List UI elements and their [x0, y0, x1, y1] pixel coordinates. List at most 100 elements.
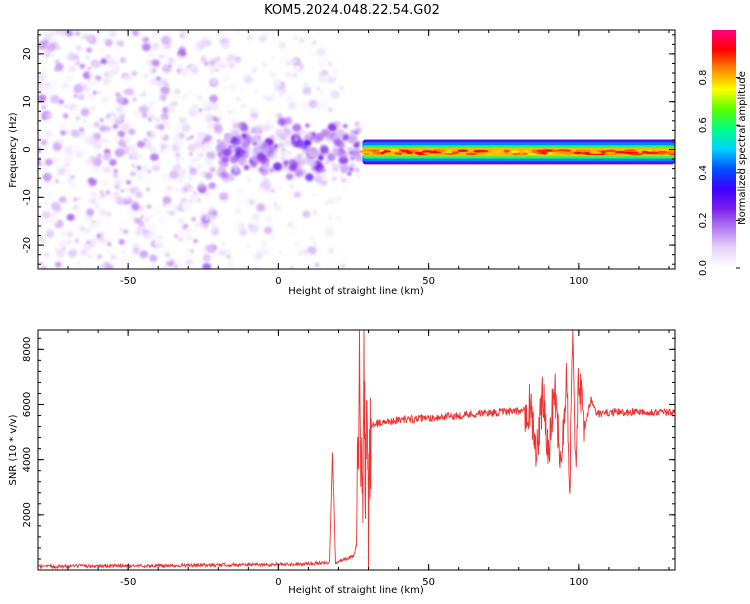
spectrogram-cell: [145, 64, 154, 72]
spectrogram-cell: [175, 202, 181, 208]
spectrogram-cell: [71, 59, 78, 65]
spectrogram-cell: [236, 250, 247, 260]
spectrogram-cell: [194, 191, 197, 195]
spectrogram-cell: [302, 82, 309, 88]
spectrogram-cell: [154, 125, 159, 129]
spectrogram-cell: [46, 193, 52, 199]
spectrogram-cell: [182, 32, 189, 39]
spectrogram-cell: [156, 236, 160, 240]
spectrogram-cell: [144, 53, 150, 59]
spectrogram-cell: [67, 248, 78, 258]
spectrogram-cell: [87, 101, 94, 107]
spectrogram-cell: [326, 168, 331, 173]
spectrogram-cell: [55, 173, 59, 177]
spectrogram-cell: [140, 164, 149, 172]
signal-band-cell: [401, 152, 408, 156]
spectrogram-cell: [74, 145, 78, 149]
spectrogram-cell: [204, 230, 210, 235]
spectrogram-cell: [100, 139, 105, 143]
spectrogram-cell: [85, 55, 90, 60]
signal-band-cell: [401, 149, 411, 153]
spectrogram-cell: [297, 89, 303, 95]
spectrogram-cell: [165, 252, 170, 257]
spectrogram-cell: [173, 126, 180, 133]
spectrogram-cell: [38, 146, 41, 150]
spectrogram-cell: [314, 262, 320, 268]
spectrogram-cell: [51, 33, 58, 39]
spectrogram-cell: [43, 86, 53, 96]
spectrogram-cell: [309, 205, 315, 210]
colorbar-label: Normalized spectral amplitude: [737, 71, 748, 225]
spectrogram-cell: [156, 76, 161, 81]
spectrogram-cell: [329, 186, 337, 194]
spectrogram-cell: [177, 63, 183, 69]
spectrogram-cell: [62, 82, 70, 89]
spectrogram-cell: [299, 37, 305, 44]
spectrogram-cell: [124, 137, 131, 144]
spectrogram-cell: [98, 91, 101, 94]
spectrogram-cell: [145, 31, 152, 37]
spectrogram-cell: [348, 150, 355, 156]
spectrogram-cell: [73, 84, 83, 94]
spectrogram-cell: [183, 176, 186, 180]
spectrogram-cell: [303, 53, 312, 61]
spectrogram-cell: [85, 34, 94, 42]
spectrogram-cell: [347, 146, 353, 152]
spectrogram-cell: [149, 146, 156, 153]
spectrogram-cell: [234, 207, 242, 215]
spectrogram-cell: [258, 167, 264, 172]
spectrogram-cell: [338, 156, 349, 165]
spectrogram-cell: [243, 75, 254, 84]
spectrogram-cell: [286, 196, 290, 200]
spectrogram-cell: [279, 186, 283, 189]
spectrogram-cell: [330, 59, 339, 67]
spectrogram-cell: [324, 186, 329, 190]
spectrogram-cell: [144, 37, 149, 41]
spectrogram-cell: [60, 57, 66, 63]
spectrogram-cell: [347, 172, 352, 176]
spectrogram-cell: [302, 86, 312, 95]
spectrogram-cell: [355, 127, 362, 134]
spectrogram-y-tick-label: 20: [22, 48, 33, 61]
spectrogram-cell: [256, 203, 266, 212]
spectrogram-cell: [256, 130, 260, 134]
spectrogram-cell: [303, 105, 310, 112]
spectrogram-cell: [185, 234, 193, 242]
spectrogram-cell: [91, 135, 97, 141]
spectrogram-cell: [85, 43, 90, 47]
colorbar-gradient: [712, 30, 736, 268]
signal-band-cell: [407, 151, 413, 154]
spectrogram-cell: [202, 113, 209, 120]
spectrogram-cell: [137, 170, 147, 179]
spectrogram-cell: [357, 152, 361, 156]
spectrogram-cell: [313, 242, 317, 246]
spectrogram-cell: [91, 234, 96, 239]
spectrogram-cell: [328, 247, 335, 254]
spectrogram-cell: [145, 119, 149, 123]
spectrogram-cell: [207, 213, 216, 222]
spectrogram-cell: [75, 45, 83, 52]
spectrogram-cell: [208, 182, 216, 190]
spectrogram-cell: [92, 171, 102, 180]
spectrogram-cell: [58, 248, 62, 252]
spectrogram-cell: [276, 113, 283, 119]
spectrogram-cell: [99, 118, 105, 123]
spectrogram-cell: [90, 105, 96, 111]
spectrogram-cell: [181, 168, 187, 173]
spectrogram-cell: [274, 100, 283, 109]
spectrogram-cell: [39, 237, 46, 244]
spectrogram-cell: [103, 261, 110, 268]
spectrogram-cell: [267, 192, 275, 199]
spectrogram-cell: [250, 86, 256, 92]
spectrogram-cell: [340, 164, 349, 173]
spectrogram-cell: [78, 127, 84, 132]
spectrogram-cell: [52, 155, 56, 158]
spectrogram-cell: [95, 205, 99, 208]
signal-band-cell: [657, 150, 668, 154]
spectrogram-cell: [78, 31, 85, 37]
spectrogram-cell: [285, 71, 292, 77]
spectrogram-cell: [203, 208, 208, 212]
spectrogram-cell: [104, 234, 108, 238]
spectrogram-cell: [173, 88, 181, 95]
spectrogram-cell: [102, 152, 112, 161]
